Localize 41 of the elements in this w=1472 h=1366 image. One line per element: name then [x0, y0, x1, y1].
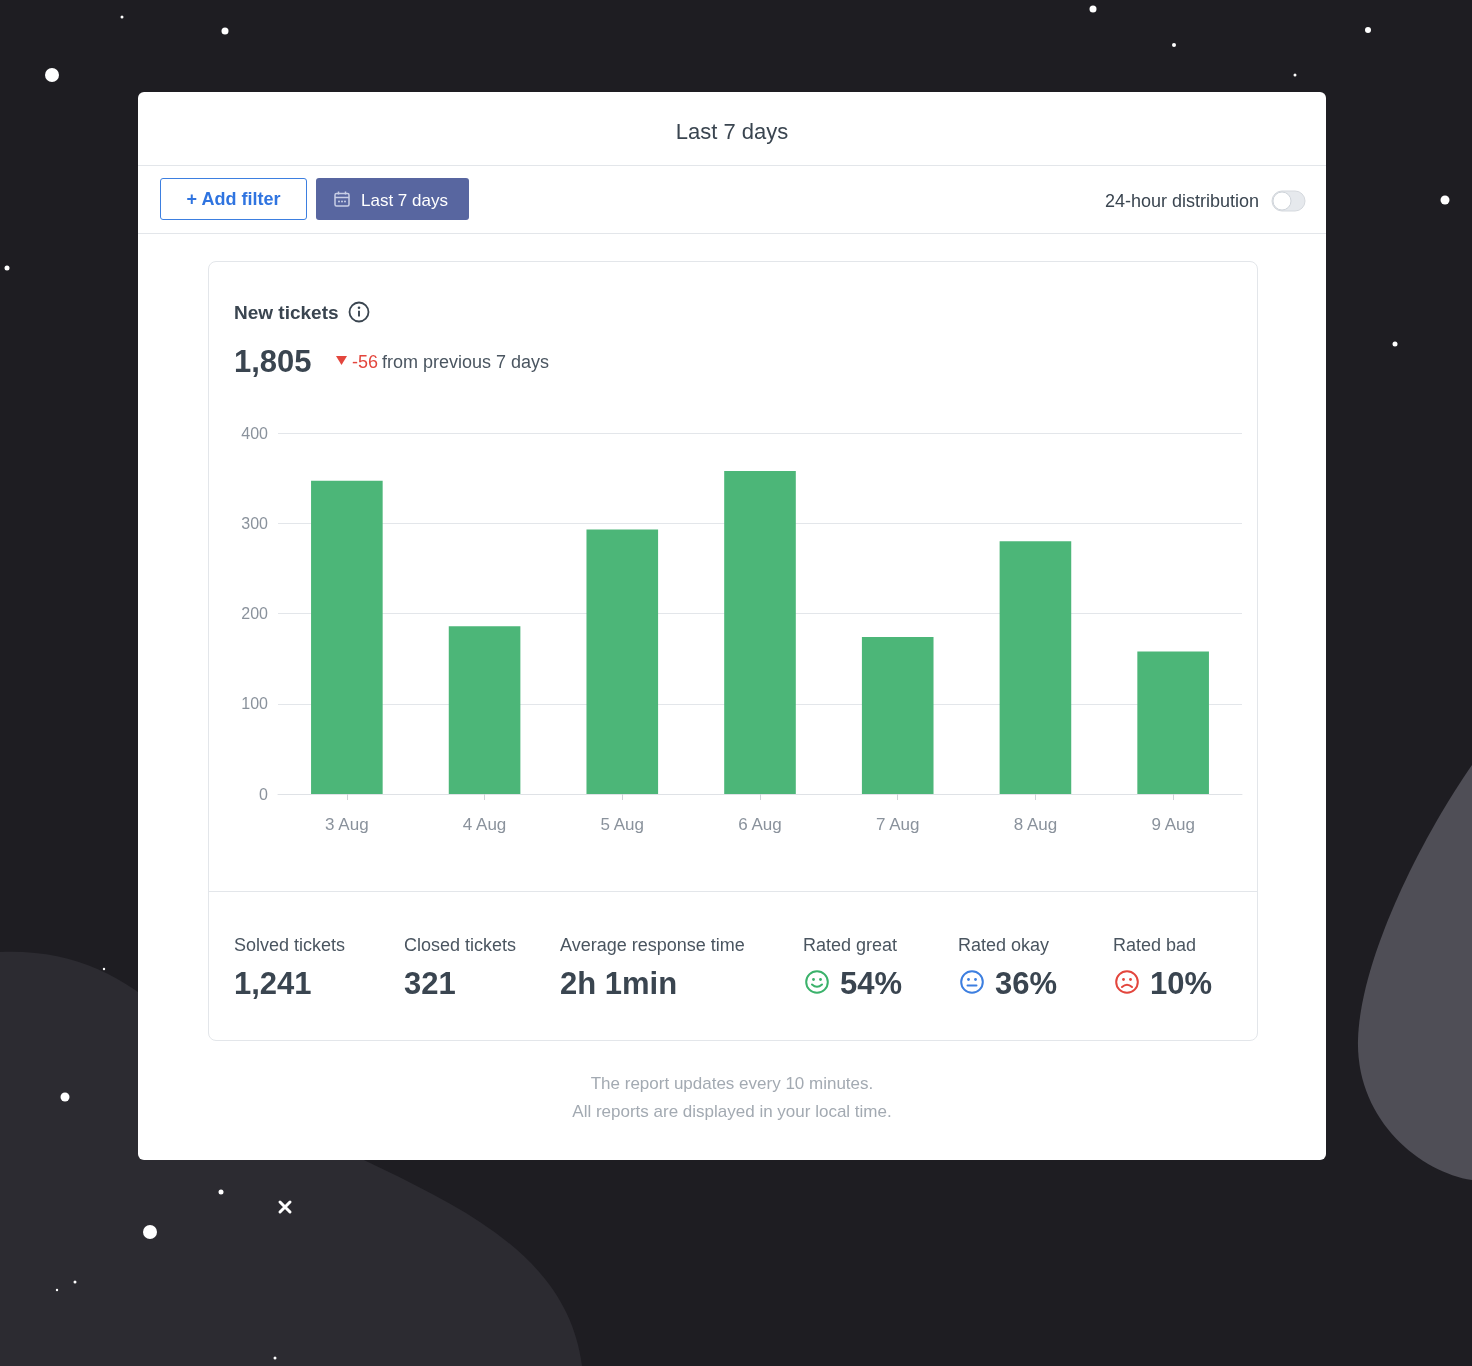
x-tick-label: 3 Aug: [325, 815, 369, 834]
text: 24-hour distribution: [1104, 191, 1259, 211]
x-tick-label: 4 Aug: [462, 815, 507, 834]
text: 321: [404, 965, 456, 1001]
text: 10%: [1150, 965, 1213, 1001]
text: The report updates every 10 minutes.: [590, 1073, 874, 1093]
bar: [1137, 651, 1209, 794]
y-tick-label: 300: [241, 514, 269, 532]
bar: [724, 470, 796, 794]
bar: [861, 636, 934, 794]
text: 1,241: [234, 965, 312, 1001]
x-tick-label: 5 Aug: [600, 815, 645, 834]
bar: [999, 541, 1072, 794]
x-tick-label: 8 Aug: [1013, 815, 1058, 834]
text: 54%: [840, 965, 903, 1001]
bar: [448, 626, 521, 794]
y-tick-label: 0: [259, 785, 269, 803]
text: Rated bad: [1113, 935, 1197, 955]
chart-title: New tickets: [234, 301, 339, 323]
text: Last 7 days: [675, 119, 789, 144]
text: Last 7 days: [361, 190, 448, 210]
bar: [311, 480, 383, 794]
text: Closed tickets: [404, 935, 517, 955]
x-tick-label: 9 Aug: [1151, 815, 1195, 834]
text: Average response time: [560, 935, 745, 955]
y-tick-label: 200: [241, 605, 269, 622]
text: 36%: [995, 965, 1058, 1001]
x-tick-label: 6 Aug: [738, 815, 782, 834]
text: from previous 7 days: [382, 352, 550, 372]
text: 2h 1min: [560, 965, 678, 1001]
bar: [586, 529, 659, 794]
text: Solved tickets: [234, 935, 346, 955]
text: All reports are displayed in your local time.: [572, 1101, 892, 1121]
text: Rated okay: [958, 935, 1050, 955]
y-tick-label: 400: [241, 424, 269, 442]
x-tick-label: 7 Aug: [875, 815, 920, 834]
text: 1,805: [234, 343, 312, 379]
text: + Add filter: [186, 189, 281, 209]
text: Rated great: [803, 935, 898, 955]
y-tick-label: 100: [241, 695, 269, 713]
text: -56: [352, 352, 379, 372]
